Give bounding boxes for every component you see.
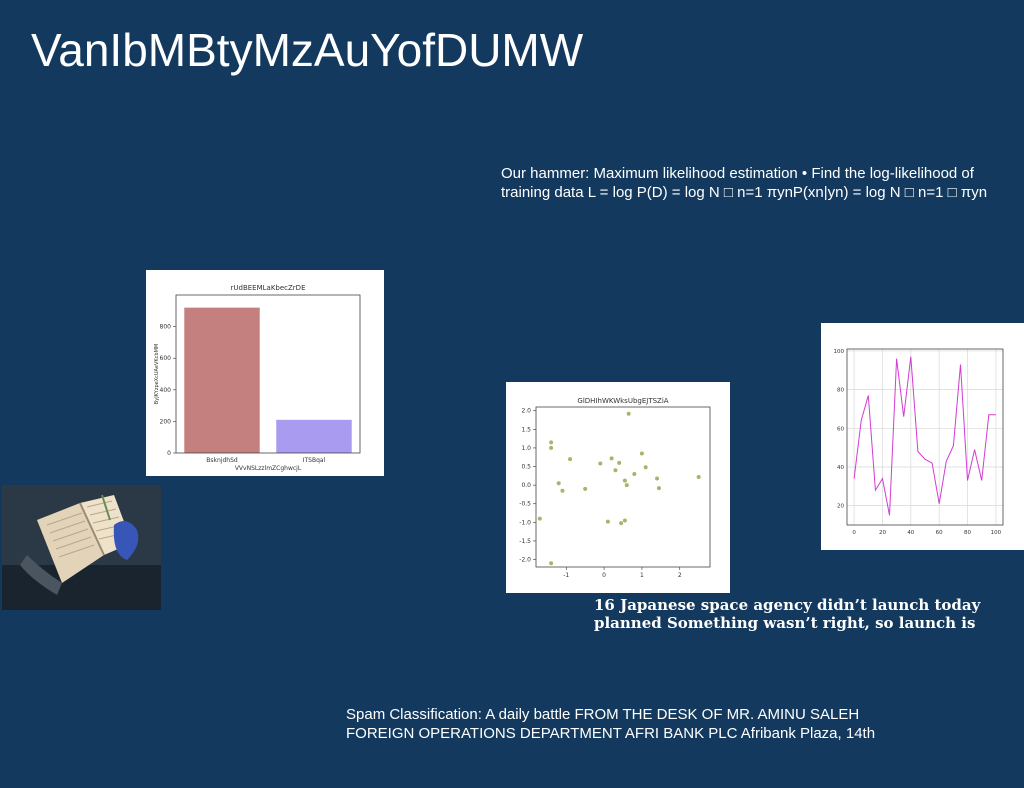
spam-line-2: FOREIGN OPERATIONS DEPARTMENT AFRI BANK … bbox=[346, 725, 876, 742]
scatter-point bbox=[605, 519, 610, 524]
x-tick-label: ITSBqal bbox=[303, 457, 326, 464]
bar-chart-panel: rUdBEEMLaKbecZrDE BsknjdhSd ITSBqal 0 200 400… bbox=[146, 270, 384, 476]
y-tick-label: 2.0 bbox=[521, 408, 531, 415]
scatter-point bbox=[622, 518, 627, 523]
scatter-point bbox=[617, 460, 622, 465]
scatter-point bbox=[619, 521, 624, 526]
y-tick-label: 0 bbox=[167, 450, 171, 457]
x-tick-label: BsknjdhSd bbox=[206, 457, 238, 464]
x-axis-label: VVvNSLzzlmZCghwcjL bbox=[235, 465, 302, 472]
mle-line-2: training data L = log P(D) = log N □ n=1… bbox=[501, 184, 988, 201]
x-tick-label: 80 bbox=[964, 530, 971, 536]
x-tick-label: 0 bbox=[602, 572, 606, 579]
bar bbox=[184, 307, 260, 453]
x-tick-label: 0 bbox=[852, 530, 856, 536]
y-tick-label: 600 bbox=[160, 355, 172, 362]
y-tick-label: -2.0 bbox=[519, 557, 531, 564]
scatter-point bbox=[639, 451, 644, 456]
scatter-point bbox=[613, 468, 618, 473]
page-title: VanIbMBtyMzAuYofDUMW bbox=[31, 24, 584, 76]
y-tick-label: 400 bbox=[160, 387, 172, 394]
scatter-point bbox=[549, 445, 554, 450]
y-tick-label: 200 bbox=[160, 418, 172, 425]
scatter-point bbox=[537, 516, 542, 521]
scatter-point bbox=[656, 486, 661, 491]
spam-text-block: Spam Classification: A daily battle FROM… bbox=[346, 705, 875, 743]
bar bbox=[276, 419, 352, 453]
x-tick-label: 100 bbox=[991, 530, 1002, 536]
x-tick-label: 2 bbox=[678, 572, 682, 579]
scatter-point bbox=[622, 478, 627, 483]
chart-title: GlDHIhWKWksUbgEJTSZiA bbox=[577, 397, 668, 405]
scatter-point bbox=[549, 561, 554, 566]
scatter-point bbox=[696, 474, 701, 479]
jaxa-caption: 16 Japanese space agency didn’t launch t… bbox=[594, 596, 980, 632]
scatter-point bbox=[609, 456, 614, 461]
scatter-point bbox=[549, 440, 554, 445]
scatter-point bbox=[626, 411, 631, 416]
scatter-point bbox=[556, 481, 561, 486]
scatter-point bbox=[643, 465, 648, 470]
y-tick-label: -0.5 bbox=[519, 501, 531, 508]
y-tick-label: 20 bbox=[837, 504, 844, 510]
y-tick-label: 60 bbox=[837, 426, 844, 432]
spam-line-1: Spam Classification: A daily battle FROM… bbox=[346, 706, 860, 723]
scatter-point bbox=[583, 486, 588, 491]
chart-title: rUdBEEMLaKbecZrDE bbox=[231, 284, 306, 292]
y-tick-label: 40 bbox=[837, 465, 844, 471]
line-chart-panel: 0 20 40 60 80 100 20 40 60 80 100 bbox=[821, 323, 1024, 550]
y-axis-label: ByJKYzpeXcUAeVKcbMM bbox=[154, 344, 160, 404]
series-line bbox=[853, 356, 996, 516]
scatter-point bbox=[632, 471, 637, 476]
y-tick-label: 800 bbox=[160, 324, 172, 331]
scatter-chart: GlDHIhWKWksUbgEJTSZiA -1 0 1 2 -2.0 -1.5 -1.0 -0… bbox=[519, 397, 711, 579]
scatter-chart-panel: GlDHIhWKWksUbgEJTSZiA -1 0 1 2 -2.0 -1.5 -1.0 -0… bbox=[506, 382, 730, 593]
mle-line-1: Our hammer: Maximum likelihood estimatio… bbox=[501, 165, 974, 182]
y-tick-label: -1.5 bbox=[519, 538, 531, 545]
y-tick-label: 1.5 bbox=[521, 426, 531, 433]
plot-frame bbox=[535, 406, 711, 568]
book-reading-photo bbox=[2, 485, 161, 610]
jaxa-line-2: planned Something wasn’t right, so launc… bbox=[594, 614, 976, 632]
mle-text-block: Our hammer: Maximum likelihood estimatio… bbox=[501, 164, 987, 202]
scatter-point bbox=[624, 483, 629, 488]
bar-chart: rUdBEEMLaKbecZrDE BsknjdhSd ITSBqal 0 200 400… bbox=[154, 284, 361, 472]
x-tick-label: -1 bbox=[563, 572, 569, 579]
y-tick-label: 80 bbox=[837, 388, 844, 394]
x-tick-label: 20 bbox=[879, 530, 886, 536]
y-tick-label: -1.0 bbox=[519, 519, 531, 526]
plot-frame bbox=[846, 348, 1004, 526]
line-chart: 0 20 40 60 80 100 20 40 60 80 100 bbox=[834, 348, 1004, 536]
plot-frame bbox=[175, 294, 361, 454]
book-photo-illustration bbox=[2, 485, 161, 610]
x-tick-label: 1 bbox=[640, 572, 644, 579]
y-tick-label: 0.5 bbox=[521, 464, 531, 471]
scatter-point bbox=[560, 488, 565, 493]
scatter-point bbox=[598, 461, 603, 466]
scatter-point bbox=[568, 457, 573, 462]
y-tick-label: 0.0 bbox=[521, 482, 531, 489]
x-tick-label: 60 bbox=[936, 530, 943, 536]
x-tick-label: 40 bbox=[907, 530, 914, 536]
y-tick-label: 1.0 bbox=[521, 445, 531, 452]
jaxa-line-1: 16 Japanese space agency didn’t launch t… bbox=[594, 596, 981, 614]
y-tick-label: 100 bbox=[834, 349, 845, 355]
scatter-point bbox=[655, 476, 660, 481]
